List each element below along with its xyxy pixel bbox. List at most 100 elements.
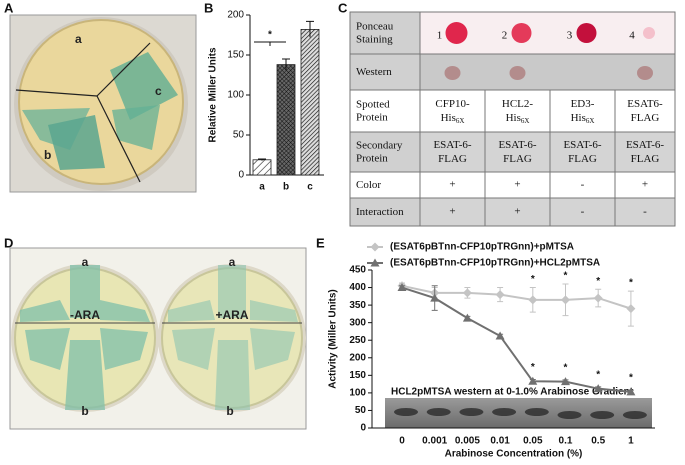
significance-star: * <box>564 363 568 374</box>
significance-star: * <box>531 274 535 285</box>
spot-number: 2 <box>502 30 508 42</box>
data-point <box>561 377 570 386</box>
line-chart: HCL2pMTSA western at 0-1.0% Arabinose Gr… <box>328 242 655 460</box>
blot-band <box>622 411 647 419</box>
photo-label: +ARA <box>215 308 248 322</box>
blot-band <box>590 411 615 419</box>
spot-number: 1 <box>437 30 443 42</box>
row-header: Western <box>356 66 392 78</box>
significance-star: * <box>596 276 600 287</box>
data-point <box>528 295 538 305</box>
panel-label: A <box>4 0 14 15</box>
data-point <box>462 313 472 322</box>
significance-bracket <box>254 41 286 46</box>
cell-text: + <box>514 206 520 218</box>
photo-label: -ARA <box>70 308 100 322</box>
western-spot <box>637 66 653 80</box>
subscript: 6X <box>456 117 465 125</box>
x-tick-label: 0 <box>399 436 405 447</box>
cell-text: ESAT-6-FLAG <box>626 139 664 165</box>
significance-star: * <box>564 271 568 282</box>
y-tick-label: 100 <box>349 388 366 399</box>
panel-label: B <box>204 0 213 15</box>
cell-text: CFP10-His6X <box>435 98 470 125</box>
series-line <box>401 284 632 310</box>
cell-text: ED3-His6X <box>571 98 595 125</box>
cell-text: - <box>581 206 585 218</box>
data-point <box>593 384 603 393</box>
plate-photo <box>9 247 307 430</box>
x-tick-label: b <box>283 182 289 193</box>
significance-star: * <box>629 373 633 384</box>
cell-text: ESAT6-FLAG <box>627 98 663 124</box>
photo-label: a <box>229 255 236 269</box>
data-point <box>593 293 603 303</box>
significance-star: * <box>596 370 600 381</box>
inset-label: HCL2pMTSA western at 0-1.0% Arabinose Gr… <box>391 387 634 398</box>
y-tick-label: 400 <box>349 282 366 293</box>
y-tick-label: 150 <box>349 370 366 381</box>
row-header: Interaction <box>356 206 404 218</box>
western-spot <box>509 66 526 80</box>
photo-label: b <box>81 404 88 418</box>
blot-band <box>459 408 484 416</box>
blot-band <box>394 408 418 416</box>
x-tick-label: 0.005 <box>455 436 480 447</box>
data-point <box>528 376 538 385</box>
cell-text: + <box>642 179 648 191</box>
table: Ponceau Staining Western Spotted Protein Seco… <box>349 11 676 227</box>
legend-label: (ESAT6pBTnn-CFP10pTRGnn)+pMTSA <box>390 242 574 253</box>
cell-text: + <box>449 206 455 218</box>
cell-text: + <box>449 179 455 191</box>
error-bar <box>306 20 314 38</box>
data-point <box>462 288 472 298</box>
significance-star: * <box>629 278 633 289</box>
y-tick-label: 350 <box>349 300 366 311</box>
row-header: Spotted Protein <box>356 98 390 123</box>
blot-band <box>557 411 582 419</box>
y-tick-label: 50 <box>355 405 367 416</box>
data-point <box>397 283 407 292</box>
cell-text: - <box>581 179 585 191</box>
bar-chart: 0 50 100 150 200 Relative Miller Units a b c * <box>208 10 324 193</box>
annotation: * <box>268 30 272 41</box>
photo-label: c <box>155 84 162 98</box>
data-point <box>430 293 440 302</box>
y-tick-label: 200 <box>349 352 366 363</box>
row-header-cell <box>349 131 421 173</box>
data-point <box>370 242 380 252</box>
photo-label: a <box>82 255 89 269</box>
spot <box>576 23 597 43</box>
y-axis-title: Activity (Miller Units) <box>328 289 339 388</box>
blot-band <box>524 408 549 416</box>
blot-band <box>492 408 517 416</box>
y-tick-label: 100 <box>227 90 244 101</box>
cell-text: - <box>643 206 647 218</box>
y-axis-title: Relative Miller Units <box>208 47 219 142</box>
error-bar <box>258 158 266 161</box>
photo-label: b <box>226 404 233 418</box>
y-tick-label: 200 <box>227 10 244 21</box>
x-tick-label: 0.001 <box>422 436 447 447</box>
x-tick-label: 0.01 <box>490 436 510 447</box>
x-tick-label: c <box>307 182 313 193</box>
photo-label: a <box>75 32 82 46</box>
x-tick-label: 0.05 <box>523 436 543 447</box>
x-tick-label: 0.5 <box>591 436 605 447</box>
subscript: 6X <box>586 117 595 125</box>
spot <box>643 27 655 39</box>
legend-label: (ESAT6pBTnn-CFP10pTRGnn)+HCL2pMTSA <box>390 258 600 269</box>
y-tick-label: 0 <box>238 170 244 181</box>
row-header: Color <box>356 179 381 191</box>
cell-text: ESAT-6-FLAG <box>563 139 601 165</box>
series-line <box>401 286 631 393</box>
y-tick-label: 0 <box>360 423 366 434</box>
spot <box>445 22 468 44</box>
x-axis-title: Arabinose Concentration (%) <box>445 449 583 460</box>
panel-label: D <box>4 235 13 250</box>
y-tick-label: 450 <box>349 265 366 276</box>
row-header: Ponceau Staining <box>356 20 394 45</box>
panel-label: C <box>338 0 348 15</box>
x-tick-label: 0.1 <box>559 436 573 447</box>
cell-text: ESAT-6-FLAG <box>498 139 536 165</box>
